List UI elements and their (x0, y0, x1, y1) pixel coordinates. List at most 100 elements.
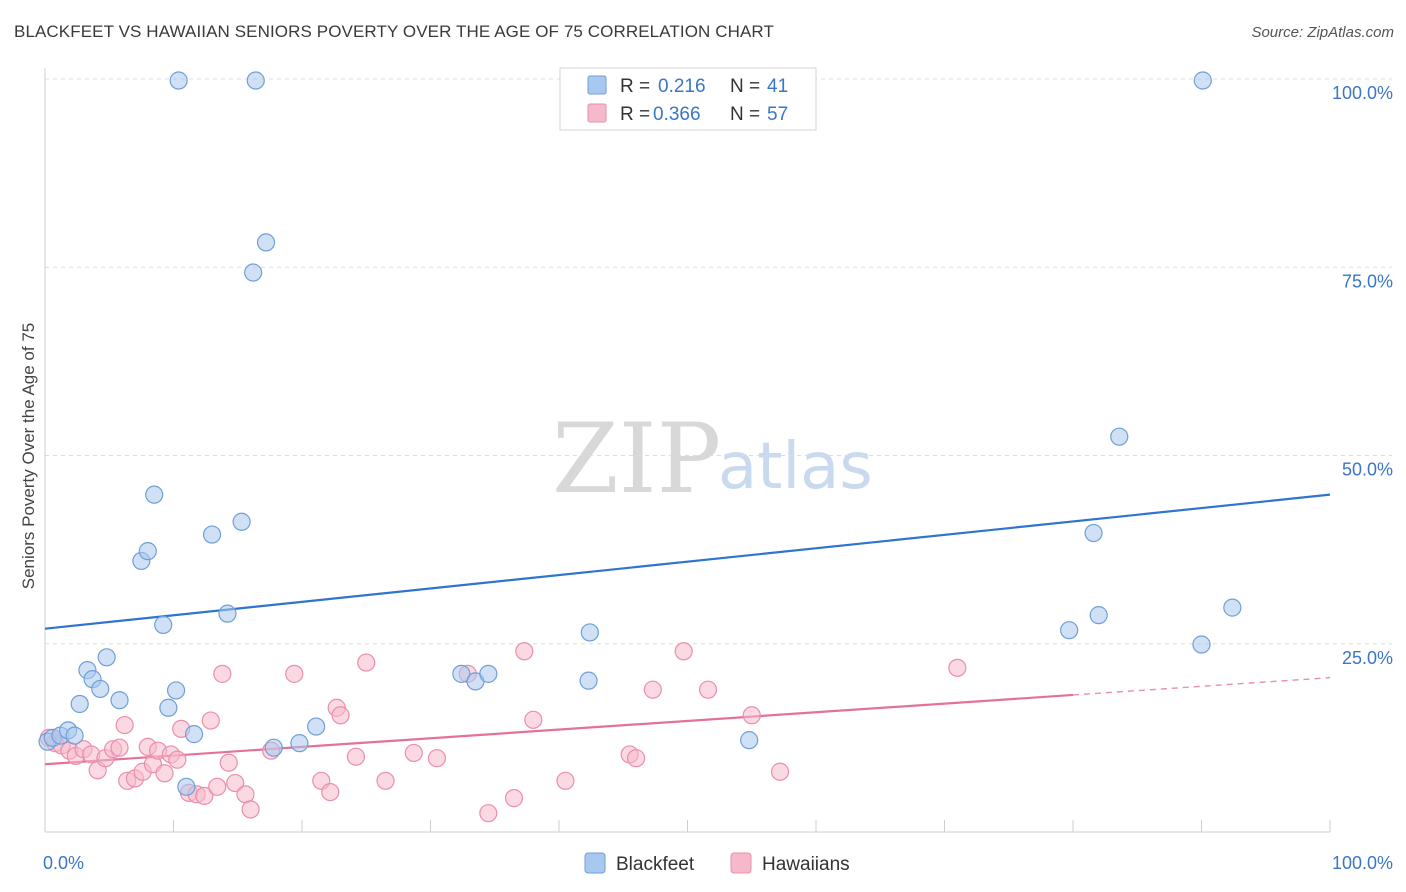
y-tick-label: 25.0% (1342, 648, 1393, 668)
legend-n-label-blackfeet: N = (730, 76, 760, 97)
y-tick-label: 50.0% (1342, 460, 1393, 480)
y-tick-label: 100.0% (1332, 83, 1393, 103)
data-point-blackfeet (244, 263, 263, 282)
data-point-hawaiians (742, 706, 761, 725)
legend-r-value-blackfeet: 0.216 (658, 76, 706, 97)
y-tick-labels: 25.0% 50.0% 75.0% 100.0% (1332, 83, 1393, 668)
data-point-hawaiians (331, 706, 350, 725)
legend-r-label-hawaiians: R = (620, 104, 650, 125)
data-point-blackfeet (218, 604, 237, 623)
y-tick-label: 75.0% (1342, 271, 1393, 291)
data-point-hawaiians (948, 658, 967, 677)
data-point-hawaiians (770, 762, 790, 781)
data-point-hawaiians (515, 642, 534, 661)
data-point-blackfeet (1193, 71, 1212, 90)
source-credit: Source: ZipAtlas.com (1251, 24, 1394, 41)
data-point-hawaiians (698, 680, 718, 699)
data-point-hawaiians (115, 715, 134, 735)
data-point-blackfeet (452, 664, 471, 683)
data-point-blackfeet (70, 694, 89, 714)
data-point-blackfeet (264, 738, 283, 757)
bottom-legend-label-hawaiians: Hawaiians (762, 854, 850, 875)
data-point-blackfeet (1110, 427, 1129, 446)
data-point-hawaiians (219, 753, 238, 772)
trend-line-hawaiians (44, 693, 1074, 766)
data-point-hawaiians (643, 680, 662, 699)
legend-n-label-hawaiians: N = (730, 104, 760, 125)
data-point-hawaiians (524, 710, 543, 729)
legend-n-value-hawaiians: 57 (767, 104, 788, 125)
data-point-hawaiians (321, 782, 340, 802)
legend-r-label-blackfeet: R = (620, 76, 650, 97)
bottom-legend-swatch-blackfeet (584, 852, 606, 874)
data-point-blackfeet (232, 512, 251, 531)
data-point-blackfeet (177, 777, 196, 796)
watermark-zip: ZIP (552, 403, 721, 515)
y-axis-label: Seniors Poverty Over the Age of 75 (19, 323, 38, 589)
x-tick-marks (173, 820, 1331, 832)
trend-lines (44, 493, 1331, 766)
data-point-hawaiians (479, 804, 498, 823)
data-point-blackfeet (1060, 621, 1079, 640)
data-point-blackfeet (91, 679, 110, 699)
data-point-blackfeet (579, 671, 598, 690)
data-point-blackfeet (1084, 523, 1103, 543)
watermark: ZIP atlas (552, 403, 873, 515)
watermark-atlas: atlas (718, 430, 873, 504)
trend-line-blackfeet (44, 493, 1331, 630)
data-point-hawaiians (556, 771, 575, 790)
data-point-blackfeet (290, 734, 309, 753)
data-point-blackfeet (154, 615, 173, 635)
data-point-hawaiians (404, 743, 423, 763)
data-point-blackfeet (307, 717, 326, 736)
data-point-hawaiians (236, 785, 255, 804)
data-point-hawaiians (504, 789, 524, 808)
data-point-hawaiians (427, 749, 447, 768)
data-point-blackfeet (1223, 598, 1242, 617)
data-point-blackfeet (740, 731, 759, 750)
data-point-hawaiians (195, 786, 214, 805)
data-point-hawaiians (201, 711, 220, 730)
data-point-blackfeet (97, 648, 116, 667)
data-point-blackfeet (256, 233, 276, 252)
trend-line-hawaiians-extrapolated (1072, 676, 1331, 696)
data-point-blackfeet (479, 664, 498, 683)
x-tick-label-max: 100.0% (1332, 853, 1393, 873)
legend-swatch-blackfeet (587, 75, 607, 95)
chart-title: BLACKFEET VS HAWAIIAN SENIORS POVERTY OV… (14, 22, 774, 41)
x-tick-label-min: 0.0% (43, 853, 84, 873)
data-point-hawaiians (376, 771, 395, 790)
legend-swatch-hawaiians (587, 103, 607, 123)
data-point-blackfeet (65, 726, 84, 745)
data-point-hawaiians (626, 749, 646, 768)
data-point-blackfeet (580, 623, 599, 642)
data-point-hawaiians (208, 777, 227, 796)
legend-n-value-blackfeet: 41 (767, 76, 788, 97)
grid-lines (45, 78, 1392, 645)
series-blackfeet (38, 71, 1242, 796)
data-point-hawaiians (674, 642, 693, 661)
data-point-hawaiians (226, 773, 245, 793)
bottom-legend-swatch-hawaiians (730, 852, 752, 874)
data-point-hawaiians (346, 747, 366, 766)
data-point-hawaiians (110, 738, 129, 757)
data-point-blackfeet (138, 542, 157, 561)
data-point-blackfeet (1192, 635, 1211, 654)
data-point-blackfeet (202, 525, 222, 544)
series-hawaiians (39, 642, 967, 823)
data-point-blackfeet (169, 71, 188, 90)
data-point-hawaiians (357, 653, 376, 672)
data-point-hawaiians (285, 664, 304, 683)
legend-r-value-hawaiians: 0.366 (653, 104, 701, 125)
data-point-hawaiians (241, 800, 260, 819)
data-point-blackfeet (159, 698, 178, 717)
data-point-blackfeet (246, 71, 265, 90)
bottom-legend-label-blackfeet: Blackfeet (616, 854, 695, 875)
legend: R = 0.216 N = 41 R = 0.366 N = 57 (559, 67, 817, 131)
data-point-blackfeet (110, 691, 129, 710)
data-point-blackfeet (166, 681, 186, 700)
data-point-blackfeet (1089, 606, 1108, 625)
data-point-hawaiians (213, 664, 232, 683)
data-point-hawaiians (168, 750, 187, 769)
